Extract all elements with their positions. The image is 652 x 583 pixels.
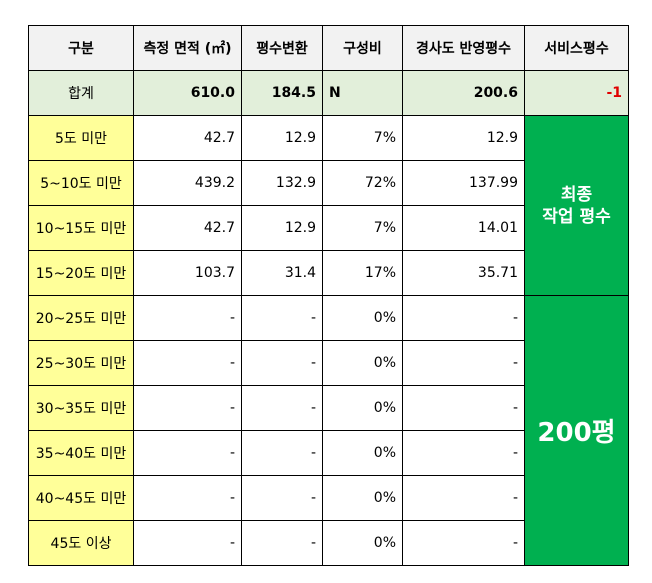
value-cell: 0%: [322, 340, 403, 386]
category-cell: 20~25도 미만: [28, 295, 134, 341]
value-cell: 0%: [322, 295, 403, 341]
value-cell: 14.01: [402, 205, 525, 251]
category-cell: 5도 미만: [28, 115, 134, 161]
sheet: 구분 측정 면적 (㎡) 평수변환 구성비 경사도 반영평수 서비스평수 합계 610.0 18…: [28, 25, 629, 566]
label-line: 최종: [560, 184, 593, 205]
total-cell: 184.5: [241, 70, 323, 116]
header-cell: 평수변환: [241, 25, 323, 71]
total-row: 합계 610.0 184.5 N 200.6 -1: [28, 70, 629, 116]
data-row: 5도 미만 42.7 12.9 7% 12.9 최종 작업 평수: [28, 115, 629, 296]
value-cell: -: [133, 295, 242, 341]
data-row: 15~20도 미만 103.7 31.4 17% 35.71: [28, 250, 629, 296]
category-cell: 25~30도 미만: [28, 340, 134, 386]
area-table: 구분 측정 면적 (㎡) 평수변환 구성비 경사도 반영평수 서비스평수 합계 610.0 18…: [28, 25, 629, 566]
table-body: 구분 측정 면적 (㎡) 평수변환 구성비 경사도 반영평수 서비스평수 합계 610.0 18…: [28, 25, 629, 566]
value-cell: -: [241, 385, 323, 431]
category-cell: 40~45도 미만: [28, 475, 134, 521]
value-cell: -: [402, 340, 525, 386]
category-cell: 45도 이상: [28, 520, 134, 566]
value-cell: -: [133, 520, 242, 566]
value-cell: -: [402, 430, 525, 476]
value-cell: -: [402, 520, 525, 566]
value-cell: 132.9: [241, 160, 323, 206]
total-cell: 610.0: [133, 70, 242, 116]
data-row: 10~15도 미만 42.7 12.9 7% 14.01: [28, 205, 629, 251]
category-cell: 30~35도 미만: [28, 385, 134, 431]
data-row: 40~45도 미만 - -0% -: [28, 475, 629, 521]
category-cell: 10~15도 미만: [28, 205, 134, 251]
category-cell: 15~20도 미만: [28, 250, 134, 296]
value-cell: 12.9: [241, 115, 323, 161]
data-row: 5~10도 미만 439.2 132.9 72% 137.99: [28, 160, 629, 206]
category-cell: 5~10도 미만: [28, 160, 134, 206]
value-cell: -: [241, 295, 323, 341]
final-area-label: 최종 작업 평수: [524, 115, 629, 296]
value-cell: 0%: [322, 430, 403, 476]
data-row: 20~25도 미만 - -0% -200평: [28, 295, 629, 566]
value-cell: 72%: [322, 160, 403, 206]
value-cell: -: [133, 430, 242, 476]
value-cell: 137.99: [402, 160, 525, 206]
category-cell: 35~40도 미만: [28, 430, 134, 476]
label-line: 작업 평수: [542, 206, 611, 227]
final-area-value: 200평: [524, 295, 629, 566]
data-row: 45도 이상 - -0% -: [28, 520, 629, 566]
value-cell: 103.7: [133, 250, 242, 296]
value-cell: 17%: [322, 250, 403, 296]
data-row: 35~40도 미만 - -0% -: [28, 430, 629, 476]
data-row: 25~30도 미만 - -0% -: [28, 340, 629, 386]
header-cell: 경사도 반영평수: [402, 25, 525, 71]
value-cell: 12.9: [402, 115, 525, 161]
value-cell: 7%: [322, 115, 403, 161]
header-cell: 구분: [28, 25, 134, 71]
header-cell: 서비스평수: [524, 25, 629, 71]
value-cell: -: [133, 385, 242, 431]
header-cell: 측정 면적 (㎡): [133, 25, 242, 71]
value-cell: -: [241, 340, 323, 386]
value-cell: 439.2: [133, 160, 242, 206]
value-cell: 0%: [322, 520, 403, 566]
value-cell: -: [133, 340, 242, 386]
value-cell: 35.71: [402, 250, 525, 296]
value-cell: 7%: [322, 205, 403, 251]
value-cell: 42.7: [133, 115, 242, 161]
value-cell: -: [241, 430, 323, 476]
value-cell: -: [241, 520, 323, 566]
header-cell: 구성비: [322, 25, 403, 71]
value-cell: -: [133, 475, 242, 521]
value-cell: -: [402, 475, 525, 521]
header-row: 구분 측정 면적 (㎡) 평수변환 구성비 경사도 반영평수 서비스평수: [28, 25, 629, 71]
value-cell: 0%: [322, 475, 403, 521]
total-cell: 200.6: [402, 70, 525, 116]
value-cell: -: [402, 385, 525, 431]
total-cell: N: [322, 70, 403, 116]
value-cell: 0%: [322, 385, 403, 431]
value-cell: 42.7: [133, 205, 242, 251]
total-cell: -1: [524, 70, 629, 116]
value-cell: -: [402, 295, 525, 341]
total-cell: 합계: [28, 70, 134, 116]
value-cell: 12.9: [241, 205, 323, 251]
value-cell: -: [241, 475, 323, 521]
value-cell: 31.4: [241, 250, 323, 296]
